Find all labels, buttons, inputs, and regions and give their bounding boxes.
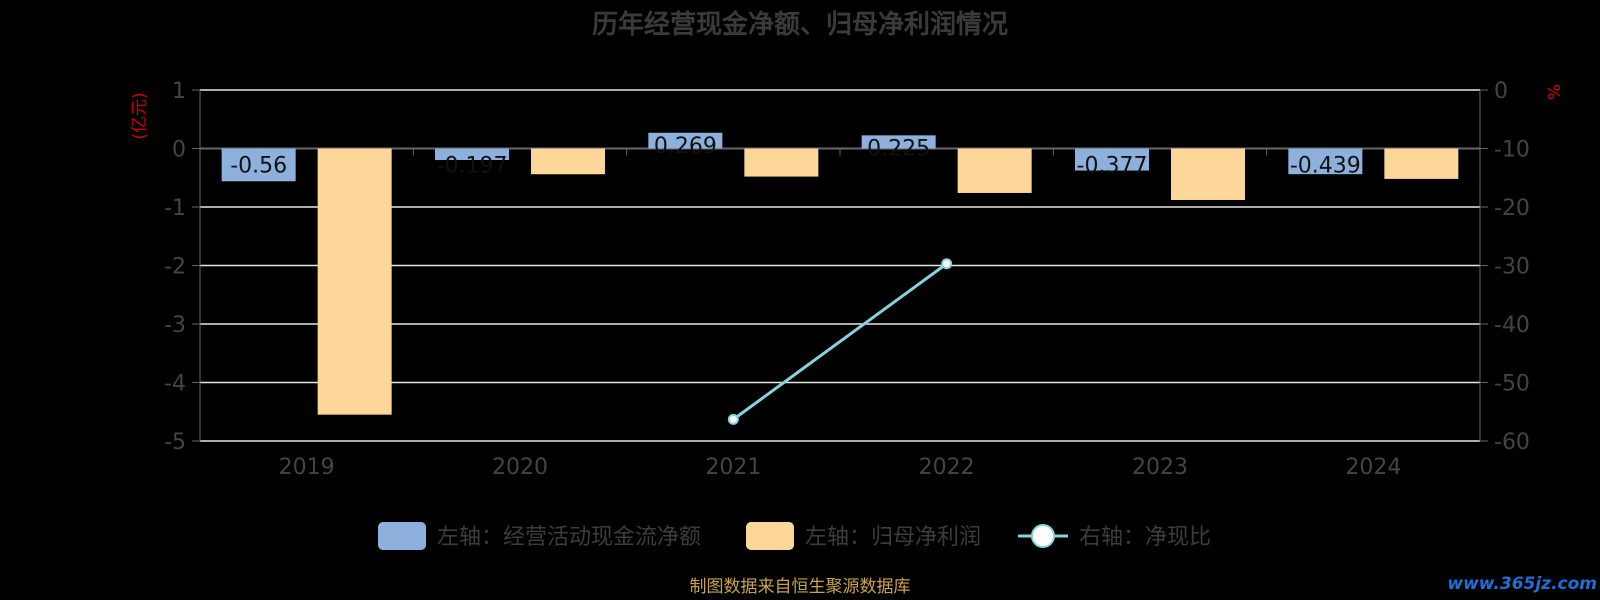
grid-lines: [192, 89, 1488, 442]
left-tick-label: -3: [164, 313, 186, 338]
legend-swatch-cashflow: [378, 522, 426, 550]
bar: [648, 132, 723, 149]
bar-value-label: -0.197: [437, 154, 508, 179]
line-point: [727, 413, 739, 425]
left-tick-label: 1: [172, 79, 186, 104]
chart-title: 历年经营现金净额、归母净利润情况: [592, 9, 1008, 40]
left-tick-label: -2: [164, 255, 186, 280]
left-tick-label: -5: [164, 430, 186, 455]
bar-value-label: 0.225: [867, 136, 930, 161]
right-axis-unit: %: [1545, 84, 1565, 100]
legend-label-cash-ratio: 右轴：净现比: [1079, 525, 1211, 550]
left-tick-label: -4: [164, 372, 186, 397]
x-axis-ticks: 2019 2020 2021 2022 2023 2024: [279, 455, 1402, 480]
left-axis-unit: (亿元): [130, 92, 150, 139]
right-tick-label: -40: [1494, 313, 1530, 338]
left-tick-label: 0: [172, 138, 186, 163]
legend-item-cashflow[interactable]: 左轴：经营活动现金流净额: [378, 522, 701, 550]
right-tick-label: -30: [1494, 255, 1530, 280]
bar: [1384, 148, 1459, 179]
bar-value-label: -0.377: [1077, 154, 1148, 179]
bar: [1171, 148, 1245, 200]
bar: [1075, 148, 1149, 171]
bar: [435, 148, 509, 161]
line-point: [941, 258, 953, 270]
line-series: [727, 258, 953, 425]
legend-swatch-net-profit: [746, 522, 794, 550]
bar: [221, 148, 296, 182]
legend-label-cashflow: 左轴：经营活动现金流净额: [437, 525, 701, 550]
legend-item-net-profit[interactable]: 左轴：归母净利润: [746, 522, 981, 550]
right-tick-label: -50: [1494, 372, 1530, 397]
line-path: [732, 262, 948, 421]
right-tick-label: -20: [1494, 196, 1530, 221]
left-tick-label: -1: [164, 196, 186, 221]
bar-value-label: 0.269: [654, 134, 717, 159]
legend-swatch-marker: [1031, 524, 1055, 548]
legend: 左轴：经营活动现金流净额 左轴：归母净利润 右轴：净现比: [378, 522, 1211, 550]
bar: [861, 135, 936, 149]
bar-value-label: -0.56: [230, 154, 287, 179]
x-tick-label: 2019: [279, 455, 335, 480]
bar: [957, 148, 1032, 193]
x-tick-label: 2022: [919, 455, 975, 480]
legend-item-cash-ratio[interactable]: 右轴：净现比: [1018, 524, 1211, 550]
left-axis-ticks: 1 0 -1 -2 -3 -4 -5: [164, 79, 186, 455]
x-tick-label: 2023: [1132, 455, 1188, 480]
bar: [1288, 148, 1363, 175]
bar: [531, 148, 605, 175]
right-axis-ticks: 0 -10 -20 -30 -40 -50 -60: [1494, 79, 1530, 455]
legend-label-net-profit: 左轴：归母净利润: [805, 525, 981, 550]
x-tick-label: 2024: [1345, 455, 1401, 480]
bar: [317, 148, 392, 415]
bar-series: -0.56 -0.197 0.269 0.225 -0.377 -0.439: [221, 132, 1459, 415]
bar: [744, 148, 819, 177]
x-tick-label: 2020: [492, 455, 548, 480]
bar-value-label: -0.439: [1290, 154, 1361, 179]
watermark: www.365jz.com: [1447, 574, 1597, 594]
right-tick-label: 0: [1494, 79, 1508, 104]
source-note: 制图数据来自恒生聚源数据库: [690, 577, 911, 597]
right-tick-label: -10: [1494, 138, 1530, 163]
right-tick-label: -60: [1494, 430, 1530, 455]
x-tick-label: 2021: [705, 455, 761, 480]
